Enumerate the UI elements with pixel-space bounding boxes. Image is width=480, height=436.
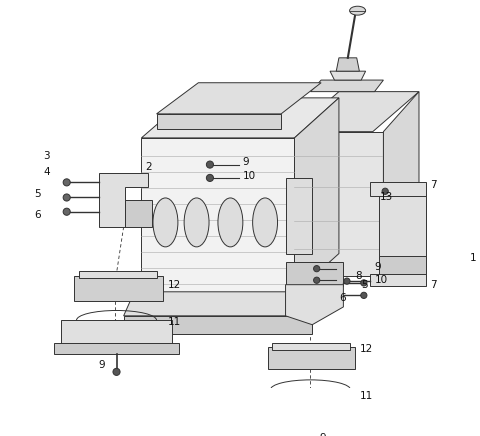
Circle shape — [361, 280, 367, 286]
Polygon shape — [268, 347, 355, 369]
Ellipse shape — [349, 6, 366, 15]
Polygon shape — [370, 274, 426, 286]
Circle shape — [63, 208, 70, 215]
Text: 11: 11 — [360, 391, 372, 401]
Text: 12: 12 — [168, 279, 181, 290]
Circle shape — [344, 278, 350, 284]
Text: 10: 10 — [374, 275, 388, 285]
Circle shape — [206, 161, 214, 168]
Circle shape — [63, 179, 70, 186]
Text: 2: 2 — [145, 162, 152, 172]
Polygon shape — [257, 390, 366, 411]
Text: 5: 5 — [361, 279, 368, 290]
Circle shape — [382, 188, 388, 194]
Polygon shape — [370, 182, 426, 196]
Text: 3: 3 — [44, 151, 50, 161]
Ellipse shape — [218, 198, 243, 247]
Polygon shape — [294, 98, 339, 293]
Text: 1: 1 — [470, 253, 477, 263]
Polygon shape — [272, 344, 350, 350]
Polygon shape — [330, 71, 366, 80]
Text: 5: 5 — [35, 189, 41, 199]
Text: 9: 9 — [319, 433, 326, 436]
Polygon shape — [379, 256, 426, 276]
Polygon shape — [379, 194, 426, 258]
Circle shape — [307, 435, 314, 436]
Circle shape — [206, 174, 214, 181]
Circle shape — [113, 368, 120, 375]
Polygon shape — [54, 343, 179, 354]
Ellipse shape — [153, 198, 178, 247]
Circle shape — [63, 194, 70, 201]
Text: 7: 7 — [430, 180, 436, 190]
Polygon shape — [61, 320, 172, 345]
Text: 10: 10 — [243, 171, 256, 181]
Polygon shape — [125, 200, 152, 227]
Text: 7: 7 — [430, 279, 436, 290]
Polygon shape — [384, 92, 419, 276]
Text: 9: 9 — [243, 157, 250, 167]
Polygon shape — [286, 285, 343, 325]
Text: 9: 9 — [99, 360, 105, 370]
Polygon shape — [156, 114, 281, 129]
Text: 11: 11 — [168, 317, 181, 327]
Polygon shape — [74, 276, 163, 301]
Polygon shape — [99, 174, 148, 227]
Text: 8: 8 — [355, 271, 361, 281]
Polygon shape — [142, 98, 339, 138]
Polygon shape — [124, 316, 312, 334]
Polygon shape — [79, 271, 157, 278]
Ellipse shape — [252, 198, 277, 247]
Polygon shape — [293, 92, 419, 132]
Polygon shape — [293, 132, 384, 276]
Polygon shape — [142, 138, 294, 293]
Polygon shape — [286, 178, 312, 254]
Ellipse shape — [184, 198, 209, 247]
Polygon shape — [124, 292, 312, 316]
Text: 6: 6 — [35, 210, 41, 220]
Polygon shape — [156, 83, 321, 114]
Polygon shape — [336, 58, 360, 71]
Polygon shape — [248, 409, 373, 421]
Polygon shape — [311, 80, 384, 92]
Text: 4: 4 — [44, 167, 50, 177]
Text: 13: 13 — [380, 193, 393, 202]
Text: 6: 6 — [339, 293, 346, 303]
Circle shape — [313, 277, 320, 283]
Polygon shape — [286, 262, 343, 286]
Circle shape — [361, 292, 367, 299]
Text: 9: 9 — [374, 262, 381, 272]
Text: 12: 12 — [360, 344, 372, 354]
Circle shape — [313, 266, 320, 272]
